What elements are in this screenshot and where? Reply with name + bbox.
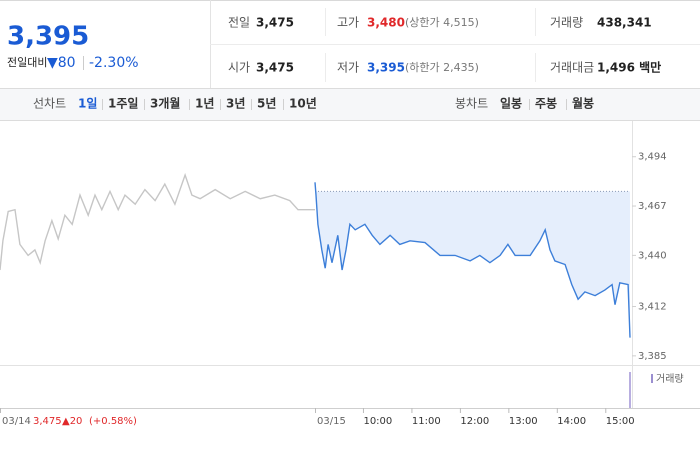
x-tick-label: 12:00 xyxy=(460,416,489,427)
range-tab[interactable]: 3년 xyxy=(226,97,245,111)
volume-legend-swatch xyxy=(651,374,653,383)
stat-value: 1,496 백만 xyxy=(597,60,661,75)
x-tick-label: 10:00 xyxy=(363,416,392,427)
stat-value: 3,475 xyxy=(256,61,294,75)
range-tab[interactable]: 1일 xyxy=(78,97,97,111)
y-tick-label: 3,494 xyxy=(638,152,667,163)
y-tick-label: 3,440 xyxy=(638,250,667,261)
volume-bar xyxy=(629,372,631,408)
range-tab[interactable]: 10년 xyxy=(289,97,317,111)
stat-label: 저가 xyxy=(337,61,359,75)
range-tab[interactable]: 3개월 xyxy=(150,96,180,111)
candle-tab[interactable]: 주봉 xyxy=(535,97,557,111)
x-tick-label: 15:00 xyxy=(606,416,635,427)
day-label: 03/15 xyxy=(317,416,346,427)
stat-value: 3,480 xyxy=(367,16,405,30)
price-line xyxy=(314,182,631,338)
price-line xyxy=(0,172,315,271)
stat-label: 고가 xyxy=(337,16,359,30)
stat-value: 3,475 xyxy=(256,16,294,30)
day-label: 03/14 xyxy=(2,416,31,427)
change: ▼80 xyxy=(47,55,76,71)
change-label: 전일대비 xyxy=(7,55,47,69)
x-tick-label: 13:00 xyxy=(509,416,538,427)
stat-note: (하한가 2,435) xyxy=(405,60,479,74)
range-tab[interactable]: 1년 xyxy=(195,97,214,111)
y-tick-label: 3,385 xyxy=(638,351,667,362)
price: 3,395 xyxy=(7,22,89,52)
stat-label: 거래량 xyxy=(550,16,583,30)
tab-bar xyxy=(0,88,700,120)
stat-label: 시가 xyxy=(228,61,250,75)
change-rate: -2.30% xyxy=(89,55,139,71)
stat-note: (상한가 4,515) xyxy=(405,16,479,29)
range-tab[interactable]: 5년 xyxy=(257,97,276,111)
x-tick-label: 11:00 xyxy=(412,416,441,427)
x-tick-label: 14:00 xyxy=(557,416,586,427)
stat-label: 거래대금 xyxy=(550,61,594,75)
tab-group-label: 선차트 xyxy=(33,97,66,111)
y-tick-label: 3,467 xyxy=(638,201,667,212)
stat-value: 438,341 xyxy=(597,16,652,30)
candle-tab[interactable]: 월봉 xyxy=(572,96,594,111)
tabs: 선차트 1일 1주일 3개월 1년 3년 5년 10년 봉차트 일봉 주봉 월봉 xyxy=(33,96,594,111)
prev-rate: (+0.58%) xyxy=(89,416,137,427)
plot: 3,385 3,412 3,440 3,467 3,494 03/14 03/15 10:00… xyxy=(0,152,667,427)
stat-label: 전일 xyxy=(228,16,250,30)
tab-group-label: 봉차트 xyxy=(455,97,488,111)
stat-value: 3,395 xyxy=(367,61,405,75)
prev-close: 3,475 xyxy=(33,416,62,427)
area-fill xyxy=(315,182,630,338)
prev-change: ▲20 xyxy=(62,416,82,427)
candle-tab[interactable]: 일봉 xyxy=(500,97,522,111)
volume-label: 거래량 xyxy=(656,373,684,385)
stats: 전일 3,475 고가 3,480 (상한가 4,515) 거래량 438,341 시가 3,4… xyxy=(228,16,661,75)
y-tick-label: 3,412 xyxy=(638,302,667,313)
range-tab[interactable]: 1주일 xyxy=(108,97,138,111)
